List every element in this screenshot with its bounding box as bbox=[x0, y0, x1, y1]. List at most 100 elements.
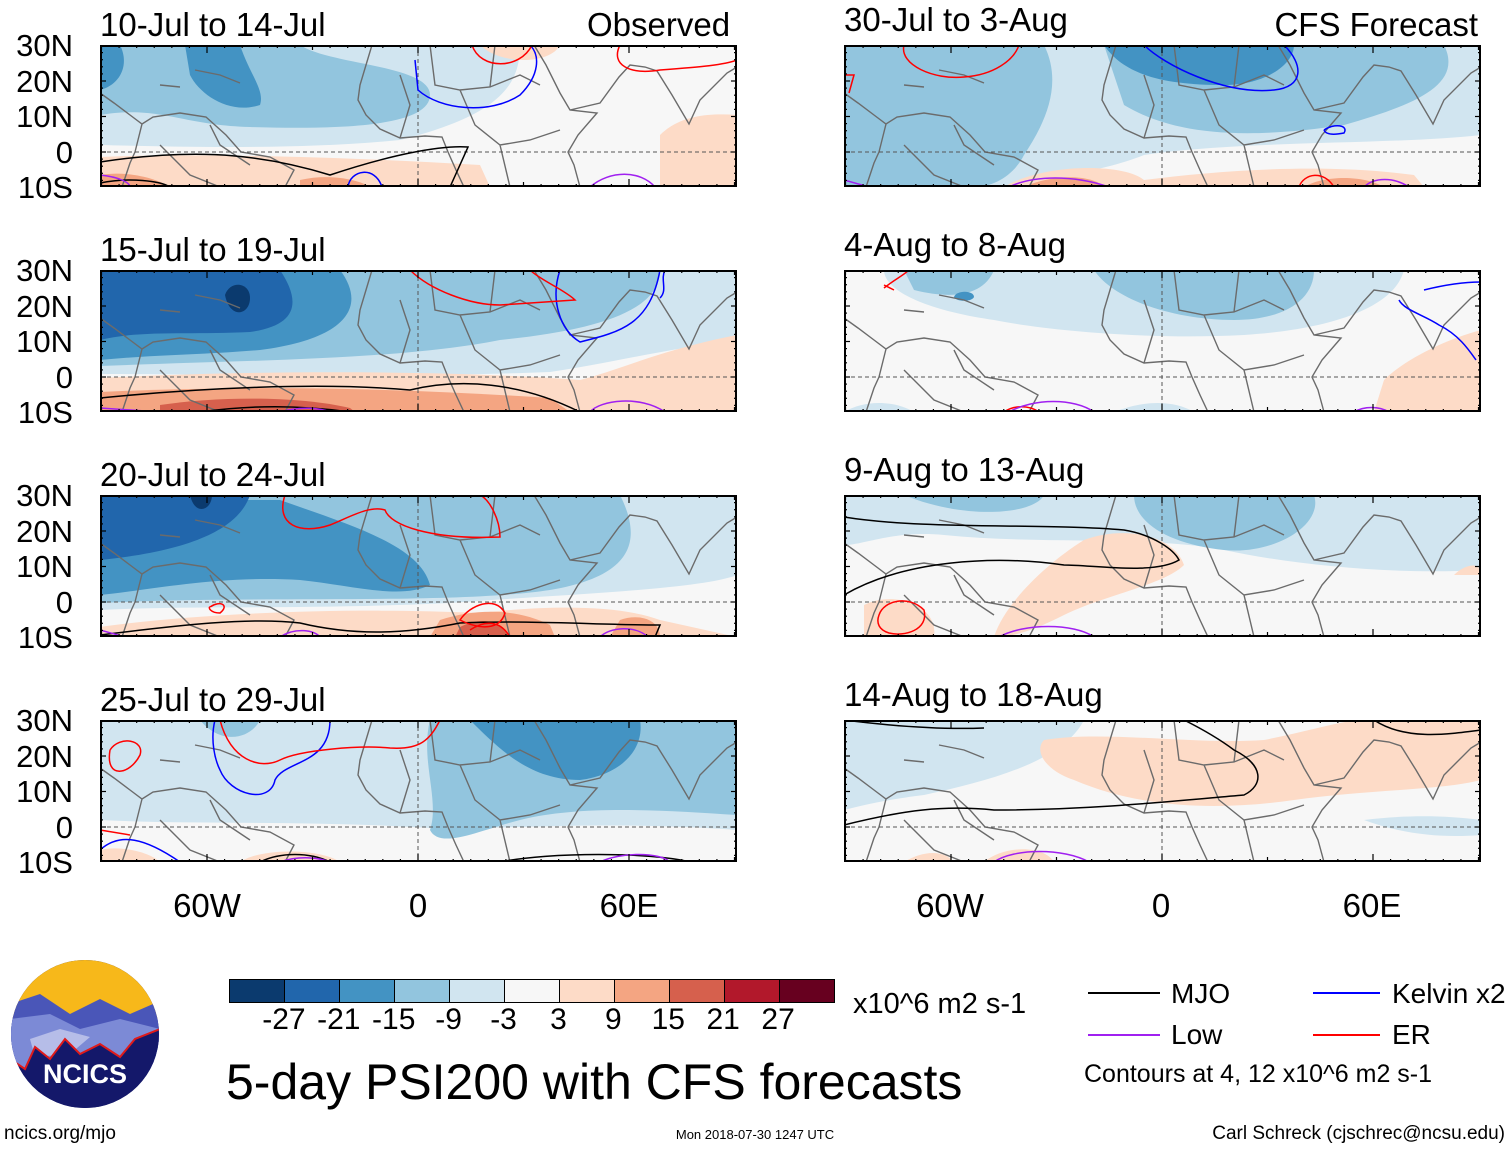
panel-title: 10-Jul to 14-Jul bbox=[100, 6, 326, 43]
figure-title: 5-day PSI200 with CFS forecasts bbox=[226, 1054, 963, 1110]
map-panel-fcst-3 bbox=[844, 495, 1481, 637]
legend-kelvin-line bbox=[1313, 992, 1380, 994]
shade-neg9 bbox=[100, 45, 430, 128]
panel-title: 25-Jul to 29-Jul bbox=[100, 681, 326, 718]
lat-label: 10S bbox=[17, 395, 73, 430]
panel-title: 20-Jul to 24-Jul bbox=[100, 456, 326, 493]
mjo-contour bbox=[100, 620, 662, 637]
logo-text: NCICS bbox=[43, 1059, 127, 1089]
colorbar-label: 3 bbox=[550, 1003, 567, 1036]
colorbar-swatch bbox=[669, 980, 724, 1002]
mjo-contour bbox=[844, 516, 1180, 596]
lat-label: 0 bbox=[55, 809, 73, 845]
lat-label: 10S bbox=[17, 620, 73, 655]
shade-pos3 bbox=[100, 45, 737, 187]
map-panel-obs-3 bbox=[100, 495, 737, 637]
map-panel-fcst-1 bbox=[844, 45, 1481, 187]
colorbar-swatch bbox=[394, 980, 449, 1002]
lat-label: 0 bbox=[55, 359, 73, 395]
lat-label: 10N bbox=[16, 99, 73, 134]
colorbar-swatch bbox=[614, 980, 669, 1002]
er-contour bbox=[100, 720, 441, 836]
panel-title: 15-Jul to 19-Jul bbox=[100, 231, 326, 268]
lon-label: 60W bbox=[173, 887, 241, 924]
mjo-contour bbox=[100, 145, 470, 187]
colorbar-units: x10^6 m2 s-1 bbox=[853, 988, 1027, 1020]
legend-mjo-label: MJO bbox=[1171, 978, 1231, 1009]
lat-label: 10S bbox=[17, 845, 73, 880]
shade-neg27 bbox=[225, 284, 250, 313]
lat-label: 0 bbox=[55, 584, 73, 620]
shade-neg15 bbox=[1104, 45, 1294, 85]
shade-neg15 bbox=[100, 45, 261, 108]
er-contour bbox=[877, 600, 926, 635]
colorbar-swatch bbox=[724, 980, 779, 1002]
ncics-logo: NCICS bbox=[11, 960, 159, 1108]
shade-neg15 bbox=[470, 720, 641, 780]
colorbar-swatch bbox=[230, 980, 284, 1002]
colorbar-swatch bbox=[449, 980, 504, 1002]
colorbar-label: 27 bbox=[761, 1003, 795, 1036]
map-panel-fcst-2 bbox=[844, 270, 1481, 412]
lat-label: 20N bbox=[16, 738, 73, 774]
lon-label: 0 bbox=[1151, 887, 1171, 924]
legend-low-line bbox=[1088, 1034, 1160, 1036]
lon-label: 0 bbox=[408, 887, 428, 924]
legend-er-line bbox=[1313, 1034, 1380, 1036]
shade-pos3 bbox=[100, 848, 340, 862]
legend-low-label: Low bbox=[1171, 1019, 1223, 1050]
legend-er-label: ER bbox=[1392, 1019, 1431, 1050]
panel-title: 14-Aug to 18-Aug bbox=[844, 676, 1103, 713]
map-panel-fcst-4 bbox=[844, 720, 1481, 862]
colorbar-label: -9 bbox=[435, 1003, 462, 1036]
lat-label: 10N bbox=[16, 774, 73, 809]
colorbar-label: -27 bbox=[262, 1003, 306, 1036]
shade-pos3 bbox=[904, 720, 1481, 862]
er-contour bbox=[844, 45, 1335, 187]
er-contour bbox=[409, 270, 577, 306]
map-plot bbox=[844, 495, 1481, 637]
footer-url[interactable]: ncics.org/mjo bbox=[4, 1123, 116, 1144]
colorbar-label: 15 bbox=[651, 1003, 685, 1036]
colorbar-swatch bbox=[339, 980, 394, 1002]
colorbar-swatch bbox=[284, 980, 339, 1002]
er-contour bbox=[471, 45, 737, 72]
map-panel-obs-4 bbox=[100, 720, 737, 862]
low-contour bbox=[998, 625, 1095, 637]
shade-neg9 bbox=[904, 270, 1314, 320]
panel-title: 9-Aug to 13-Aug bbox=[844, 451, 1085, 488]
lat-label: 0 bbox=[55, 134, 73, 170]
panel-title: 4-Aug to 8-Aug bbox=[844, 226, 1066, 263]
shade-pos9 bbox=[100, 173, 370, 187]
footer-timestamp: Mon 2018-07-30 1247 UTC bbox=[675, 1127, 835, 1142]
lat-label: 30N bbox=[16, 703, 73, 738]
lat-label: 10N bbox=[16, 549, 73, 584]
lat-label: 20N bbox=[16, 288, 73, 324]
kelvin-contour bbox=[347, 45, 538, 187]
map-plot bbox=[844, 720, 1481, 862]
colorbar-swatch bbox=[779, 980, 834, 1002]
low-contour bbox=[993, 850, 1090, 862]
panel-title: 30-Jul to 3-Aug bbox=[844, 1, 1068, 38]
shade-pos3 bbox=[1374, 330, 1481, 412]
legend-kelvin-label: Kelvin x2 bbox=[1392, 978, 1506, 1009]
observed-label: Observed bbox=[587, 6, 731, 43]
colorbar-swatch bbox=[559, 980, 614, 1002]
lat-label: 10S bbox=[17, 170, 73, 205]
legend-mjo-line bbox=[1088, 992, 1160, 994]
colorbar-label: 9 bbox=[605, 1003, 622, 1036]
lon-label: 60E bbox=[599, 887, 659, 924]
mjo-contour bbox=[100, 382, 581, 412]
lat-label: 30N bbox=[16, 253, 73, 288]
map-plot bbox=[100, 45, 737, 187]
lat-label: 10N bbox=[16, 324, 73, 359]
lat-label: 30N bbox=[16, 478, 73, 513]
shade-neg9 bbox=[904, 495, 1316, 551]
lat-label: 20N bbox=[16, 513, 73, 549]
colorbar-label: -21 bbox=[317, 1003, 361, 1036]
contours-note: Contours at 4, 12 x10^6 m2 s-1 bbox=[1084, 1060, 1433, 1088]
lat-label: 20N bbox=[16, 63, 73, 99]
shade-pos3 bbox=[864, 533, 1481, 637]
map-panel-obs-2 bbox=[100, 270, 737, 412]
colorbar-label: 21 bbox=[706, 1003, 740, 1036]
